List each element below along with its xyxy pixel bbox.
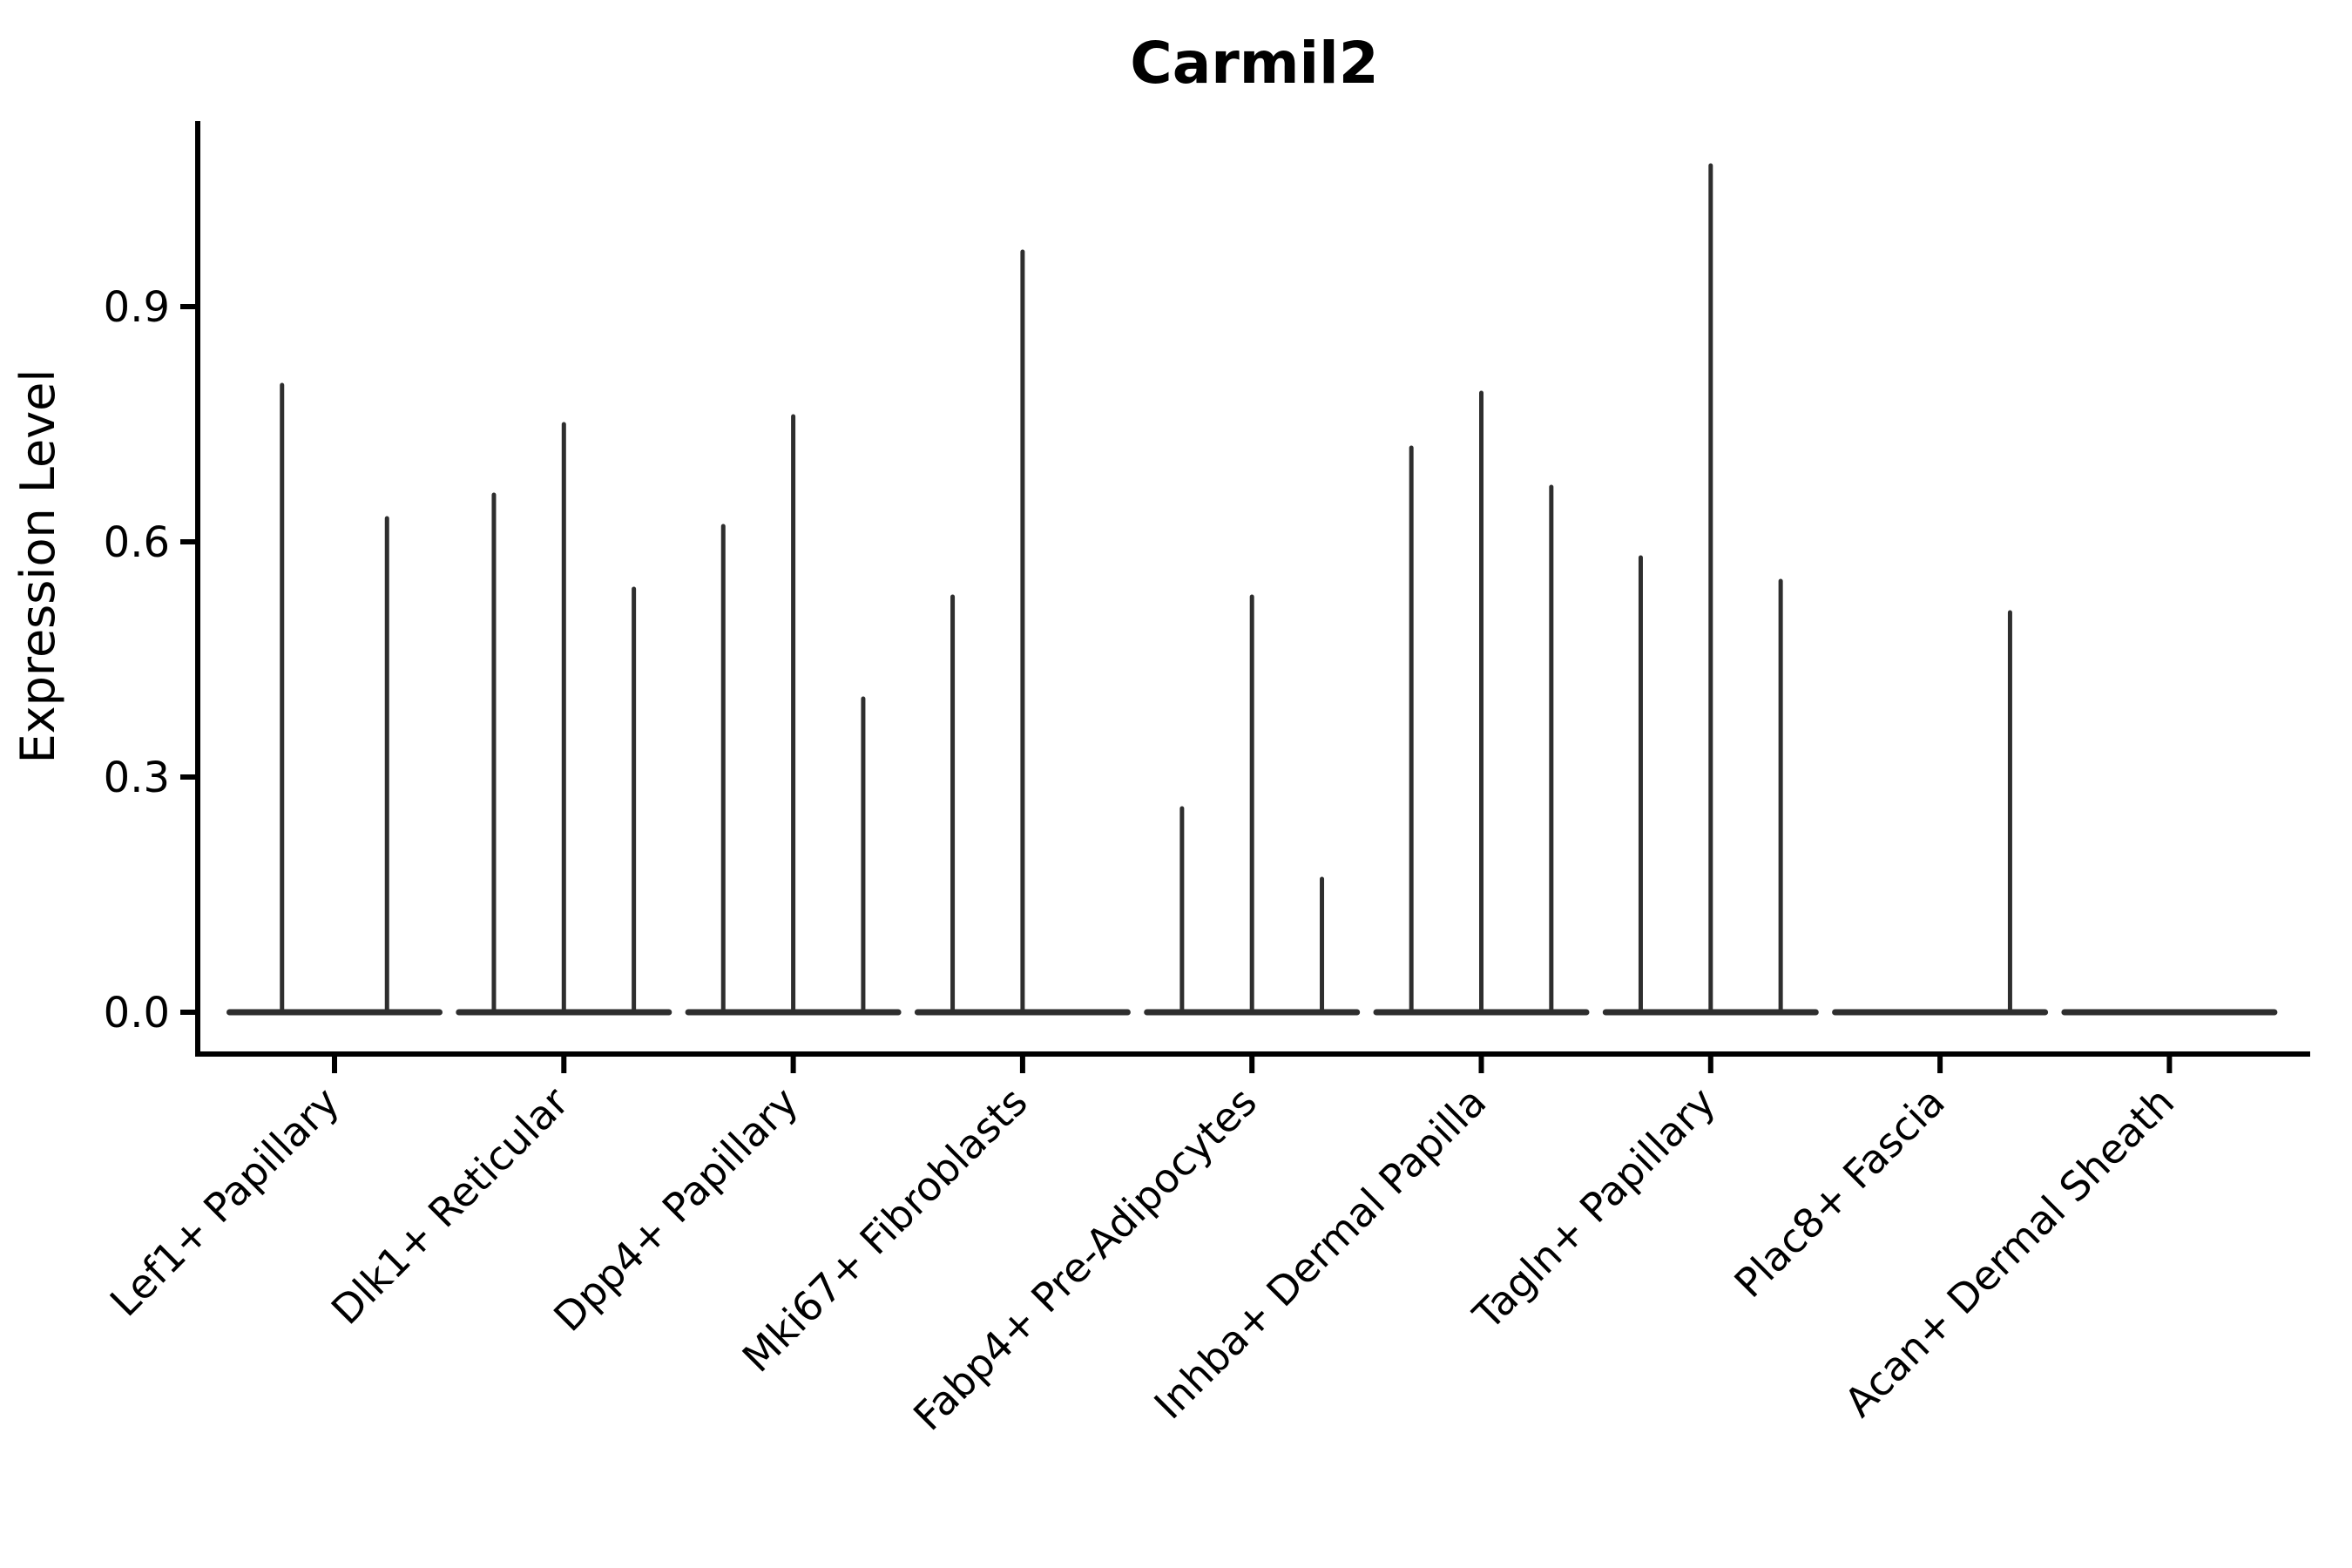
violin-group <box>1602 163 1819 1016</box>
violin-group <box>226 382 443 1016</box>
x-tick-label: Lef1+ Papillary <box>101 1078 348 1326</box>
chart-title: Carmil2 <box>1130 30 1378 97</box>
x-tick-label: Dlk1+ Reticular <box>322 1078 578 1334</box>
y-tick-label: 0.3 <box>104 754 170 802</box>
violin-group <box>456 422 672 1016</box>
x-tick-label: Plac8+ Fascia <box>1725 1078 1953 1307</box>
violin-group <box>685 414 902 1016</box>
y-axis-label: Expression Level <box>10 369 65 764</box>
violin-group <box>1373 390 1590 1016</box>
y-tick-label: 0.0 <box>104 989 170 1037</box>
y-tick-label: 0.9 <box>104 283 170 332</box>
x-tick-label: Tagln+ Papillary <box>1463 1078 1725 1340</box>
violin-group <box>914 249 1131 1016</box>
violins-layer <box>226 163 2278 1016</box>
y-tick-label: 0.6 <box>104 518 170 567</box>
y-axis-ticks: 0.0 0.3 0.6 0.9 <box>104 283 198 1037</box>
violin-group <box>1144 594 1361 1016</box>
violin-group <box>1832 610 2049 1016</box>
x-tick-label: Dpp4+ Papillary <box>544 1078 807 1341</box>
